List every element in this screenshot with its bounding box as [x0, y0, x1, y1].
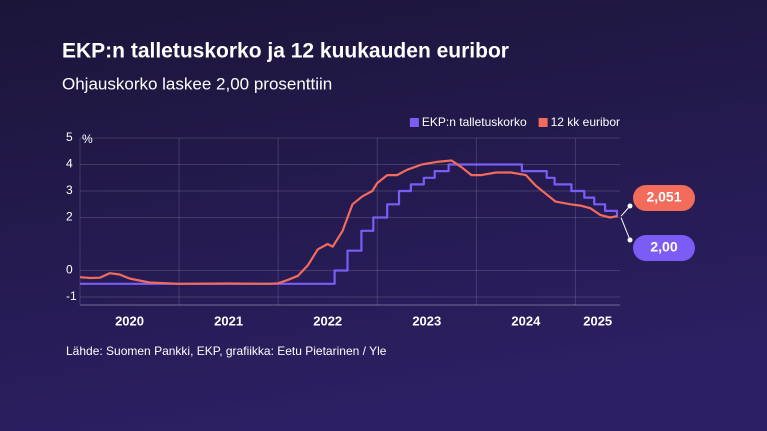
- series-line: [79, 159, 618, 285]
- chart-subtitle: Ohjauskorko laskee 2,00 prosenttiin: [62, 74, 332, 93]
- legend-label: EKP:n talletuskorko: [422, 115, 527, 129]
- x-tick-label: 2021: [214, 313, 243, 328]
- y-tick-label: -1: [66, 289, 77, 303]
- x-tick-label: 2025: [583, 313, 612, 328]
- y-unit: %: [82, 132, 93, 146]
- y-tick-label: 0: [66, 263, 73, 277]
- legend-label: 12 kk euribor: [551, 115, 620, 129]
- y-tick-label: 5: [66, 130, 73, 144]
- source: Lähde: Suomen Pankki, EKP, grafiikka: Ee…: [66, 344, 387, 358]
- x-tick-label: 2023: [412, 313, 441, 328]
- y-tick-label: 4: [66, 157, 73, 171]
- y-tick-label: 2: [66, 210, 73, 224]
- callout-bubble: [633, 185, 695, 211]
- callout-dot: [627, 203, 633, 209]
- series-line: [80, 163, 619, 285]
- chart-title: EKP:n talletuskorko ja 12 kuukauden euri…: [62, 40, 509, 63]
- end-label: 2,00: [650, 239, 677, 255]
- end-label: 2,051: [646, 189, 681, 205]
- x-tick-label: 2020: [115, 313, 144, 328]
- callout-line: [620, 217, 631, 241]
- x-tick-label: 2024: [511, 313, 541, 328]
- callout-dot: [627, 237, 633, 243]
- y-tick-label: 3: [66, 183, 73, 197]
- legend-swatch: [409, 118, 419, 127]
- x-tick-label: 2022: [313, 313, 342, 328]
- legend-swatch: [538, 118, 548, 127]
- callout-bubble: [633, 235, 695, 261]
